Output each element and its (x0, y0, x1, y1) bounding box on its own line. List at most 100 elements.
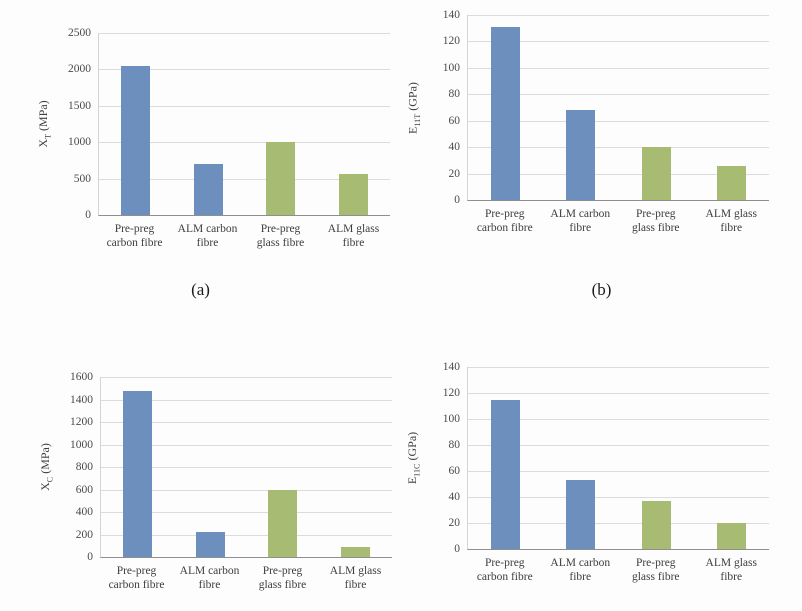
bar-slot (694, 367, 769, 549)
y-tick-label: 1400 (70, 393, 93, 406)
y-tick-label: 140 (442, 361, 460, 373)
y-tick-label: 60 (448, 465, 461, 477)
subfigure-caption-b: (b) (591, 280, 612, 299)
gridline (101, 377, 392, 378)
y-tick-label: 600 (75, 483, 93, 496)
bar-pre-preg-glass-fibre (641, 500, 671, 549)
y-tick-label: 40 (448, 141, 461, 154)
y-tick-label: 1000 (70, 438, 93, 451)
gridline (468, 173, 769, 175)
bar-slot (174, 377, 247, 557)
y-tick-label: 0 (454, 543, 460, 555)
x-axis-labels: Pre-preg carbon fibre ALM carbon fibre Pre-p… (100, 564, 392, 592)
gridline (468, 15, 769, 16)
bar-alm-carbon-fibre (566, 480, 596, 549)
y-axis-ticks: 0 20 40 60 80 100 120 140 (420, 9, 461, 206)
bar-pre-preg-carbon-fibre (491, 26, 521, 200)
bar-alm-glass-fibre (341, 546, 371, 557)
bar-alm-carbon-fibre (193, 164, 223, 215)
bar-slot (247, 377, 320, 557)
y-tick-label: 1500 (68, 99, 91, 112)
gridline (468, 41, 769, 43)
x-category-label: Pre-preg glass fibre (256, 223, 305, 249)
bar-slot (317, 33, 390, 215)
y-tick-label: 400 (75, 506, 93, 518)
x-category-label: Pre-preg carbon fibre (108, 565, 165, 591)
x-category-label: Pre-preg glass fibre (631, 557, 680, 583)
y-tick-label: 40 (448, 491, 461, 503)
bar-slot (319, 377, 392, 557)
gridline (468, 523, 769, 525)
gridline (101, 467, 392, 468)
x-category-label: ALM carbon fibre (550, 557, 611, 583)
x-axis-labels: Pre-preg carbon fibre ALM carbon fibre Pre-p… (467, 207, 769, 235)
y-tick-label: 100 (442, 413, 460, 425)
bar-slot (543, 367, 618, 549)
gridline (468, 393, 769, 394)
x-category-label: Pre-preg carbon fibre (476, 208, 533, 234)
y-tick-label: 20 (448, 167, 461, 180)
plot-column: E11T(GPa) 0 20 40 60 80 100 120 140 Pre-preg car… (405, 9, 769, 235)
y-axis-ticks: 0 20 40 60 80 100 120 140 (420, 361, 461, 555)
bar-slot (619, 367, 694, 549)
bar-alm-glass-fibre (716, 165, 746, 200)
x-category-label: Pre-preg glass fibre (258, 565, 307, 591)
x-category-label: ALM carbon fibre (550, 208, 611, 234)
y-tick-label: 2500 (68, 27, 91, 39)
chart-panel-b: E11T(GPa) 0 20 40 60 80 100 120 140 Pre-preg car… (401, 0, 802, 310)
bar-alm-carbon-fibre (566, 110, 596, 200)
bar-pre-preg-glass-fibre (641, 147, 671, 200)
y-tick-label: 500 (73, 172, 91, 185)
y-tick-label: 80 (448, 439, 461, 451)
bar-slot (694, 15, 769, 200)
x-category-label: ALM carbon fibre (177, 223, 238, 249)
gridline (101, 399, 392, 401)
bar-alm-glass-fibre (716, 523, 746, 549)
gridline (468, 445, 769, 447)
gridline (468, 67, 769, 69)
y-axis-label: E11C(GPa) (405, 431, 422, 485)
y-tick-label: 1200 (70, 416, 93, 428)
bar-slot (172, 33, 245, 215)
gridline (468, 147, 769, 149)
chart-panel-a: XT(MPa) 0 500 1000 1500 2000 2500 Pre-preg car… (0, 0, 401, 310)
gridline (468, 120, 769, 122)
bar-slot (543, 15, 618, 200)
x-category-label: ALM glass fibre (327, 223, 380, 249)
plot-area: XC(MPa) 0 200 400 600 800 1000 1200 1400 1600 (38, 371, 392, 563)
x-category-label: Pre-preg carbon fibre (476, 557, 533, 583)
y-tick-label: 2000 (68, 63, 91, 76)
x-category-label: Pre-preg carbon fibre (106, 223, 163, 249)
bar-pre-preg-glass-fibre (266, 142, 296, 215)
plot-column: XC(MPa) 0 200 400 600 800 1000 1200 1400 1600 Pr… (38, 371, 392, 592)
gridline (99, 69, 390, 71)
bar-pre-preg-carbon-fibre (120, 65, 150, 215)
plot-column: E11C(GPa) 0 20 40 60 80 100 120 140 Pre-preg car… (405, 361, 769, 584)
bars-container (468, 15, 769, 200)
x-category-label: ALM glass fibre (329, 565, 382, 591)
gridline (101, 444, 392, 446)
x-category-label: ALM carbon fibre (179, 565, 240, 591)
bar-slot (99, 33, 172, 215)
plot-area: XT(MPa) 0 500 1000 1500 2000 2500 (36, 27, 390, 221)
bars-container (468, 367, 769, 549)
plot-area: E11C(GPa) 0 20 40 60 80 100 120 140 (405, 361, 769, 555)
gridline (468, 367, 769, 368)
bar-slot (101, 377, 174, 557)
y-tick-label: 100 (442, 61, 460, 74)
gridline (468, 419, 769, 420)
bar-slot (468, 367, 543, 549)
x-axis-labels: Pre-preg carbon fibre ALM carbon fibre Pre-p… (467, 556, 769, 584)
y-axis-ticks: 0 200 400 600 800 1000 1200 1400 1600 (53, 371, 93, 563)
y-tick-label: 60 (448, 114, 461, 127)
chart-panel-c: XC(MPa) 0 200 400 600 800 1000 1200 1400 1600 Pr… (0, 310, 401, 611)
y-tick-label: 20 (448, 517, 461, 529)
x-axis-labels: Pre-preg carbon fibre ALM carbon fibre Pre-p… (98, 222, 390, 250)
bars-container (101, 377, 392, 557)
subfigure-caption-a: (a) (191, 280, 210, 299)
y-tick-label: 0 (87, 551, 93, 563)
gridline (101, 512, 392, 513)
bar-slot (619, 15, 694, 200)
